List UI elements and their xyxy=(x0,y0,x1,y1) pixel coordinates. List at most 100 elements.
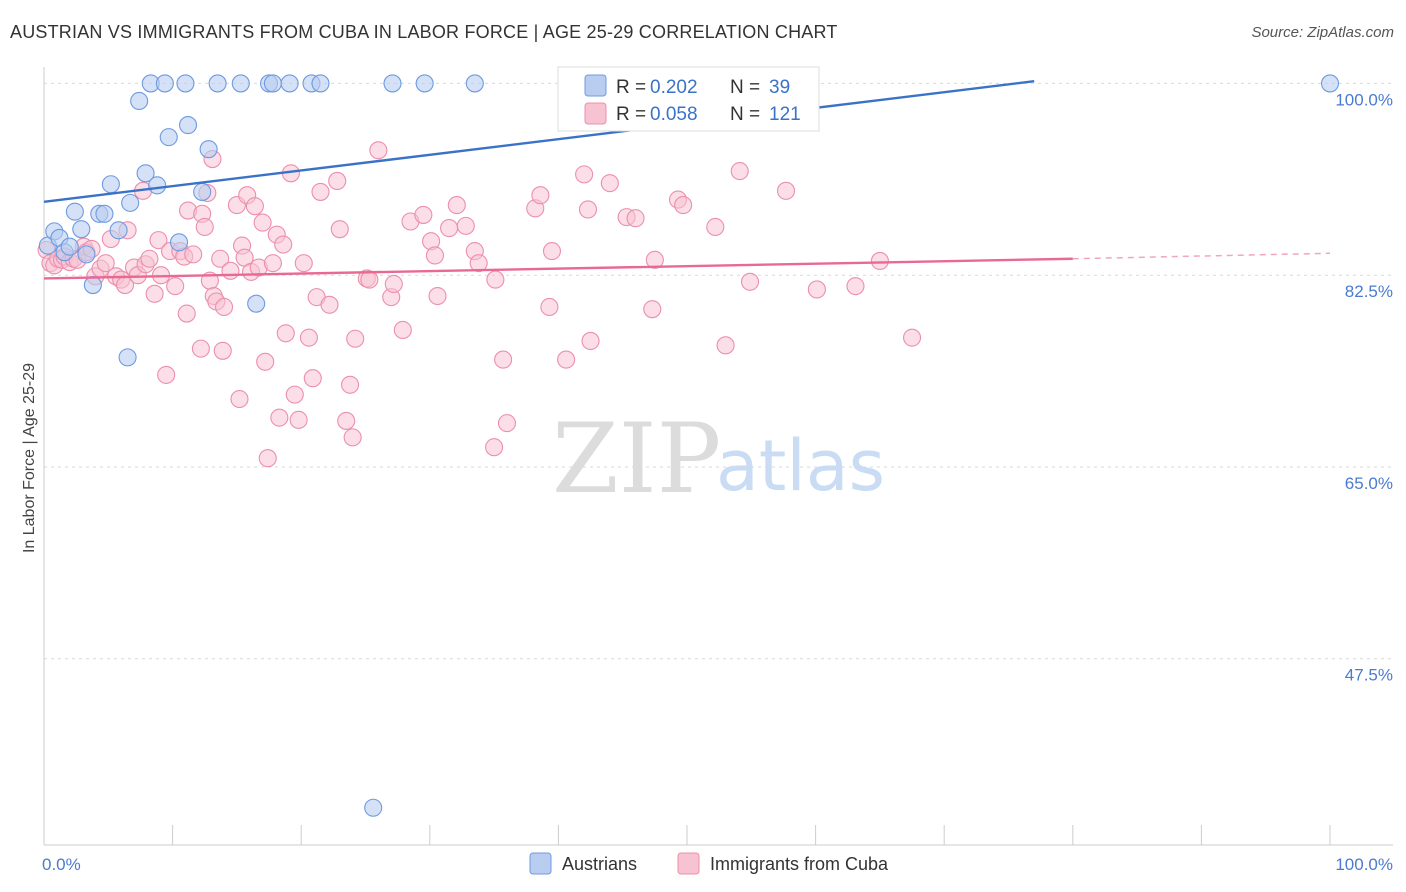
watermark-atlas: atlas xyxy=(716,425,885,507)
x-tick-label-min: 0.0% xyxy=(42,855,81,874)
point-cuba-71 xyxy=(311,182,330,201)
legend-n-value-austrians: 39 xyxy=(769,77,790,98)
series-austrians-points xyxy=(38,74,1340,817)
legend-n-value-cuba: 121 xyxy=(769,104,801,125)
point-austrians-19 xyxy=(155,74,174,93)
point-cuba-74 xyxy=(330,220,349,239)
point-austrians-30 xyxy=(263,74,282,93)
legend-swatch-austrians xyxy=(584,74,607,97)
bottom-legend-label-austrians: Austrians xyxy=(562,854,637,874)
point-cuba-113 xyxy=(674,196,693,215)
point-austrians-10 xyxy=(95,204,114,223)
point-cuba-110 xyxy=(643,300,662,319)
point-cuba-83 xyxy=(384,274,403,294)
point-austrians-24 xyxy=(193,182,212,201)
point-cuba-66 xyxy=(289,410,308,429)
point-cuba-30 xyxy=(166,277,185,296)
legend-box: R = 0.202 N = 39 R = 0.058 N = 121 xyxy=(557,66,820,132)
point-austrians-4 xyxy=(60,237,79,256)
point-cuba-103 xyxy=(557,350,576,369)
point-cuba-78 xyxy=(346,329,365,348)
point-austrians-6 xyxy=(72,220,91,239)
point-austrians-16 xyxy=(136,164,155,183)
y-tick-label-3: 47.5% xyxy=(1345,666,1393,685)
legend-n-label-cuba: N = xyxy=(730,104,760,125)
point-cuba-120 xyxy=(846,277,865,296)
point-cuba-28 xyxy=(157,365,176,384)
point-cuba-63 xyxy=(276,324,295,343)
point-austrians-37 xyxy=(465,74,484,93)
point-cuba-95 xyxy=(486,270,505,289)
legend-r-label-austrians: R = xyxy=(616,77,646,98)
point-cuba-75 xyxy=(337,411,356,430)
y-tick-label-1: 82.5% xyxy=(1345,282,1393,301)
point-austrians-13 xyxy=(118,348,137,367)
series-cuba-points xyxy=(37,141,922,468)
point-austrians-12 xyxy=(109,221,128,240)
point-austrians-36 xyxy=(415,74,434,93)
trend-line-cuba xyxy=(43,257,1073,280)
point-austrians-38 xyxy=(1320,74,1340,93)
grid-layer xyxy=(44,82,1393,660)
point-cuba-56 xyxy=(253,213,272,232)
point-cuba-80 xyxy=(360,270,379,289)
point-austrians-23 xyxy=(178,116,198,135)
point-cuba-118 xyxy=(776,181,796,200)
point-cuba-88 xyxy=(425,246,444,265)
point-cuba-90 xyxy=(440,219,459,238)
point-cuba-92 xyxy=(456,216,475,235)
point-cuba-111 xyxy=(645,250,664,269)
watermark-zip: ZIP xyxy=(552,403,721,515)
point-austrians-15 xyxy=(130,91,149,111)
point-austrians-35 xyxy=(383,74,402,93)
point-cuba-84 xyxy=(393,320,412,340)
point-cuba-122 xyxy=(902,328,922,347)
point-cuba-116 xyxy=(730,162,749,181)
point-cuba-73 xyxy=(328,171,347,191)
point-cuba-114 xyxy=(706,217,725,237)
point-austrians-11 xyxy=(101,175,120,194)
bottom-legend: Austrians Immigrants from Cuba xyxy=(529,852,889,875)
point-cuba-98 xyxy=(485,438,504,457)
point-cuba-35 xyxy=(184,245,203,264)
point-cuba-76 xyxy=(341,375,360,394)
axis-layer xyxy=(43,67,1393,846)
point-cuba-115 xyxy=(716,336,735,355)
point-austrians-5 xyxy=(65,202,84,221)
point-cuba-101 xyxy=(540,297,559,317)
point-cuba-109 xyxy=(626,209,645,228)
point-cuba-86 xyxy=(414,205,433,224)
point-cuba-24 xyxy=(140,249,159,268)
point-cuba-97 xyxy=(497,414,517,433)
point-austrians-34 xyxy=(364,798,383,817)
point-cuba-72 xyxy=(320,295,339,314)
point-cuba-81 xyxy=(369,141,388,160)
point-cuba-59 xyxy=(263,254,282,273)
chart-title: AUSTRIAN VS IMMIGRANTS FROM CUBA IN LABO… xyxy=(10,22,838,42)
point-cuba-104 xyxy=(575,165,594,184)
point-cuba-121 xyxy=(870,251,889,271)
point-cuba-119 xyxy=(807,280,826,299)
point-austrians-14 xyxy=(121,193,140,212)
point-austrians-7 xyxy=(77,245,96,264)
point-cuba-89 xyxy=(428,286,447,306)
point-cuba-54 xyxy=(245,197,264,216)
point-austrians-28 xyxy=(247,294,266,313)
point-cuba-14 xyxy=(96,254,115,273)
point-cuba-38 xyxy=(195,217,214,237)
point-cuba-62 xyxy=(274,235,293,254)
point-cuba-91 xyxy=(447,196,466,215)
point-cuba-61 xyxy=(270,408,289,427)
point-cuba-33 xyxy=(177,304,196,323)
point-cuba-36 xyxy=(191,339,210,358)
watermark: ZIP atlas xyxy=(552,403,885,515)
y-tick-label-0: 100.0% xyxy=(1335,90,1393,109)
bottom-legend-label-cuba: Immigrants from Cuba xyxy=(710,854,889,874)
point-austrians-27 xyxy=(231,74,250,93)
y-tick-label-2: 65.0% xyxy=(1345,474,1393,493)
legend-r-value-austrians: 0.202 xyxy=(650,77,698,98)
point-cuba-102 xyxy=(542,242,562,261)
legend-swatch-cuba xyxy=(584,102,607,125)
point-cuba-25 xyxy=(145,284,164,303)
